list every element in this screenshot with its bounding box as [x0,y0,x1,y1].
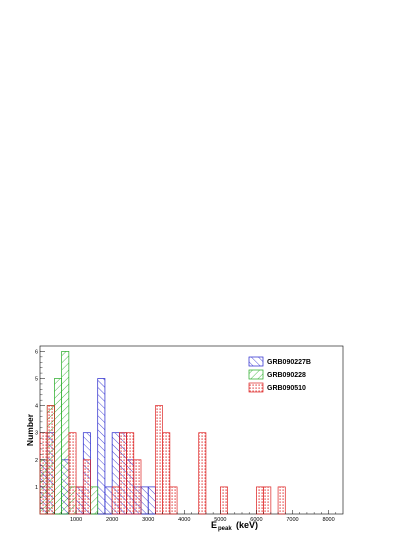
histogram-bar [68,432,77,515]
histogram-bar [256,486,264,515]
legend-swatch [248,382,264,393]
histogram-bar [198,432,207,515]
histogram-bar [119,432,127,515]
histogram-bar [220,486,228,515]
y-tick-label: 3 [35,431,38,437]
histogram-bar [75,486,84,515]
y-tick-label: 2 [35,458,38,464]
y-axis-title: Number [25,413,35,446]
histogram-bar [147,486,156,515]
y-tick-label: 5 [35,377,38,383]
histogram-bar [140,486,149,515]
histogram-bar [111,486,120,515]
y-tick-label: 6 [35,349,38,355]
series-grb090510 [39,405,286,515]
axes-layer: 1000 2000 3000 4000 5000 6000 7000 8000 1 2 3 4 5 6 [35,349,336,523]
bars-layer [39,351,286,515]
histogram-bar [104,486,113,515]
x-tick-label: 5000 [214,517,226,523]
legend-label: GRB090227B [267,359,311,366]
histogram-bar [46,405,55,515]
x-tick-label: 1000 [70,517,82,523]
x-axis-title-subscript: peak [218,526,232,532]
histogram-bar [39,432,48,515]
histogram-bar [54,378,62,515]
x-tick-label: 2000 [106,517,118,523]
legend-label: GRB090228 [267,372,306,379]
histogram-bar [90,486,99,515]
histogram-bar [82,459,91,515]
y-tick-label: 4 [35,404,38,410]
histogram-bar [162,432,171,515]
x-axis-title-unit: (keV) [236,520,258,530]
histogram-bar [155,405,163,515]
histogram-bar [61,351,70,515]
histogram-bar [97,378,106,515]
legend-swatch [248,356,264,367]
histogram-bar [126,432,135,515]
x-tick-label: 8000 [322,517,334,523]
x-tick-label: 3000 [142,517,154,523]
legend-label: GRB090510 [267,385,306,392]
x-tick-label: 4000 [178,517,190,523]
histogram-bar [133,459,142,515]
y-tick-label: 1 [35,485,38,491]
histogram-bar [263,486,272,515]
histogram-bar [169,486,178,515]
x-tick-label: 7000 [286,517,298,523]
histogram-bar [277,486,286,515]
x-axis-title: E [211,520,217,530]
x-tick-label: 6000 [250,517,262,523]
legend-swatch [248,369,264,380]
legend: GRB090227B GRB090228 GRB090510 [248,356,311,393]
